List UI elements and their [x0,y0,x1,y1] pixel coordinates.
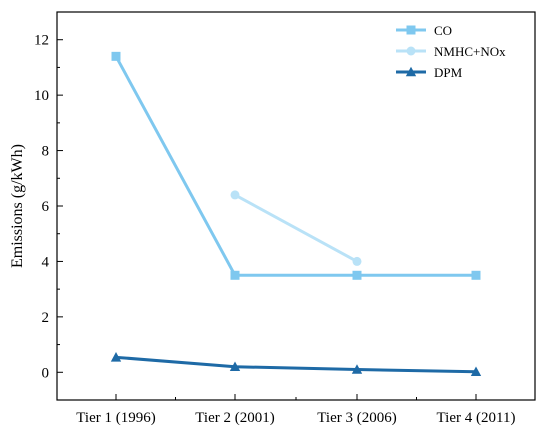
y-tick-label: 2 [42,310,50,326]
legend-label-co: CO [434,23,452,38]
legend-label-nmhc-nox: NMHC+NOx [434,44,506,59]
legend-marker-nmhc-nox [406,46,416,56]
data-point-co [111,51,121,61]
plot-frame [56,11,536,401]
data-point-dpm [110,352,122,362]
x-tick-label: Tier 2 (2001) [195,410,274,426]
data-point-co [471,270,481,280]
y-tick-label: 10 [34,88,49,104]
legend-marker-dpm [405,66,417,77]
y-tick-label: 8 [42,144,50,160]
data-point-co [230,270,240,280]
data-point-dpm [470,366,482,377]
y-tick-label: 12 [34,33,49,49]
legend: CO NMHC+NOx DPM [396,23,506,80]
y-tick-label: 4 [42,254,50,270]
plot-area: 0 2 4 6 8 10 12 Tier 1 (1996) Tier 2 (2001) Tier … [34,11,536,426]
y-axis-title: Emissions (g/kWh) [9,144,26,268]
data-point-co [352,270,362,280]
y-tick-label: 0 [42,365,50,381]
series-line-dpm [115,355,477,374]
x-tick-label: Tier 3 (2006) [317,410,396,426]
y-tick-label: 6 [42,199,50,215]
series-line-co [114,55,476,277]
series-line-nmhc-nox [234,193,358,263]
data-point-nmhc-nox [352,256,362,266]
x-tick-label: Tier 4 (2011) [437,410,516,426]
data-point-nmhc-nox [230,190,240,200]
x-tick-label: Tier 1 (1996) [76,410,155,426]
data-point-dpm [229,361,241,372]
data-point-dpm [351,364,363,374]
legend-marker-co [406,25,416,35]
legend-label-dpm: DPM [434,65,463,80]
